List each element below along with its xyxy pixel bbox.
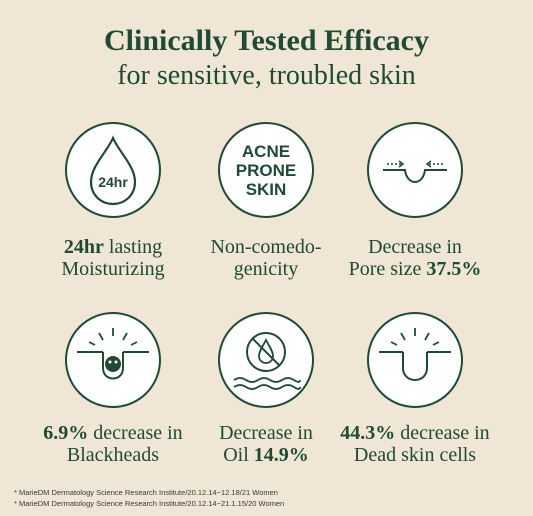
badge-oil: [218, 312, 314, 408]
dead-skin-icon: [379, 328, 451, 381]
blackhead-line1: decrease in: [88, 422, 183, 444]
oil-line2: Oil: [223, 444, 254, 466]
page-title: Clinically Tested Efficacy: [104, 24, 429, 57]
pore-line1: Decrease in: [368, 236, 462, 258]
moist-line2: Moisturizing: [61, 258, 165, 280]
drop-icon-text: 24hr: [98, 174, 128, 190]
comedo-line1: Non-comedo-: [210, 236, 322, 258]
drop-24hr-icon: 24hr: [89, 135, 137, 206]
comedo-line2: genicity: [233, 258, 299, 280]
pore-shrink-icon: [383, 160, 447, 183]
pore-value: 37.5%: [426, 258, 482, 280]
label-dead-skin: 44.3% decrease in Dead skin cells: [330, 422, 500, 466]
footnote-2: * MarieDM Dermatology Science Research I…: [14, 499, 285, 508]
page-subtitle: for sensitive, troubled skin: [117, 60, 416, 91]
blackhead-icon: [77, 328, 149, 380]
label-moisturizing: 24hr lasting Moisturizing: [28, 236, 198, 280]
badge-blackheads: [65, 312, 161, 408]
badge-moisturizing: 24hr: [65, 122, 161, 218]
label-pore-size: Decrease in Pore size 37.5%: [330, 236, 500, 280]
badge-non-comedogenic: ACNE PRONE SKIN: [218, 122, 314, 218]
prone-line: PRONE: [235, 161, 297, 180]
deadskin-line1: decrease in: [395, 422, 490, 444]
oil-line1: Decrease in: [219, 422, 313, 444]
label-blackheads: 6.9% decrease in Blackheads: [28, 422, 198, 466]
footnote-1: * MarieDM Dermatology Science Research I…: [14, 488, 278, 497]
blackhead-line2: Blackheads: [66, 444, 160, 466]
pore-line2: Pore size: [348, 258, 427, 280]
no-oil-icon: [233, 332, 301, 390]
deadskin-line2: Dead skin cells: [353, 444, 477, 466]
acne-line: ACNE: [241, 142, 291, 161]
moist-line1: lasting: [103, 236, 163, 258]
skin-line: SKIN: [245, 180, 287, 199]
badge-dead-skin: [367, 312, 463, 408]
label-oil: Decrease in Oil 14.9%: [181, 422, 351, 466]
moist-value: 24hr: [63, 236, 104, 258]
badge-pore-size: [367, 122, 463, 218]
label-non-comedogenic: Non-comedo- genicity: [181, 236, 351, 280]
deadskin-value: 44.3%: [340, 422, 396, 444]
blackhead-value: 6.9%: [43, 422, 89, 444]
acne-prone-skin-icon: ACNE PRONE SKIN: [220, 142, 312, 199]
oil-value: 14.9%: [253, 444, 309, 466]
